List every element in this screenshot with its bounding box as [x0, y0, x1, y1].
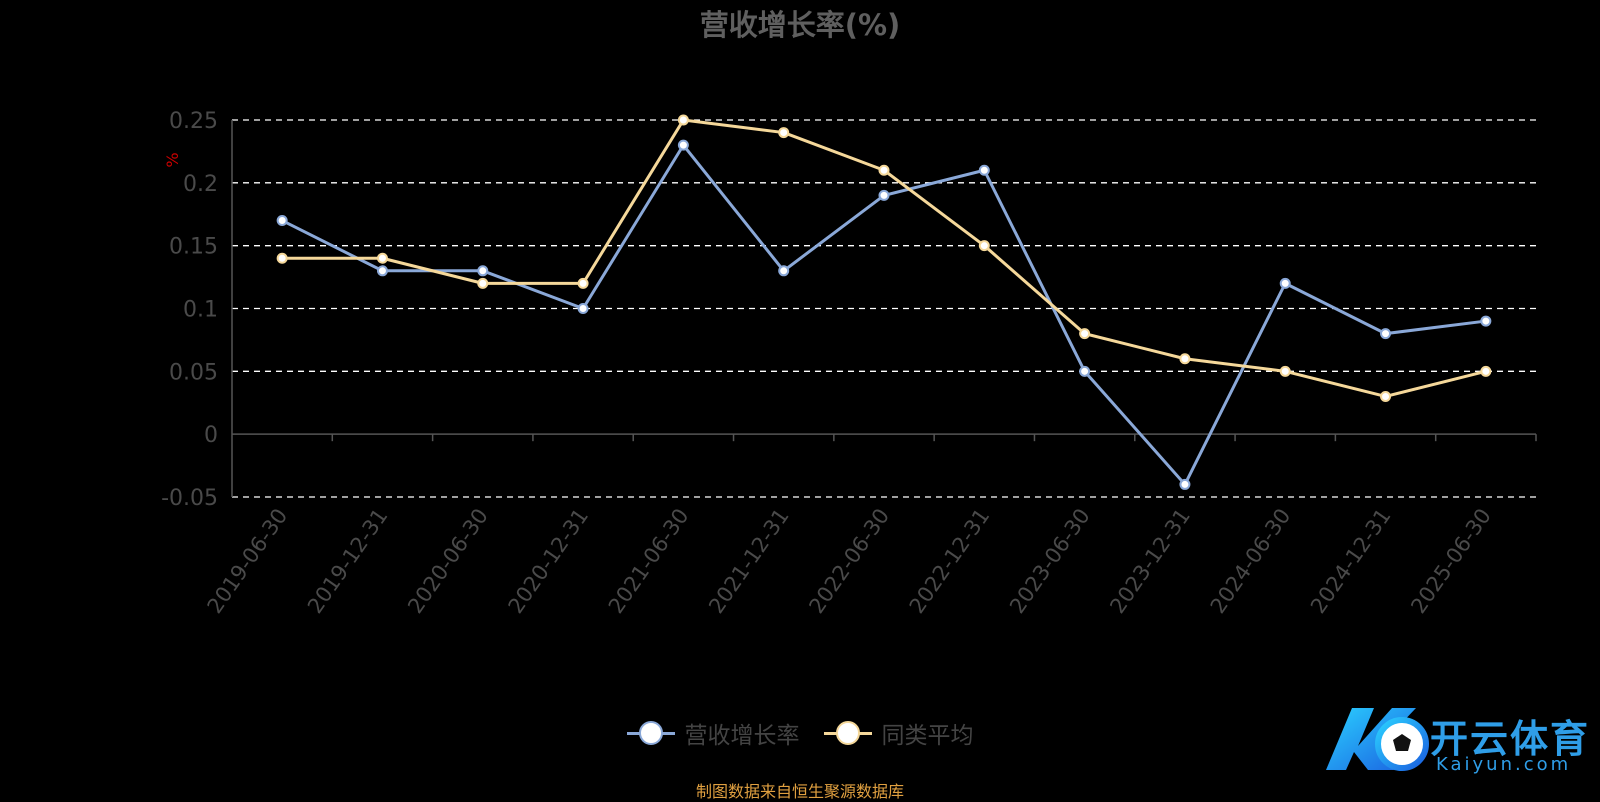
x-tick-label: 2022-06-30: [804, 504, 894, 618]
x-tick-label: 2019-06-30: [203, 504, 293, 618]
data-point: [677, 139, 689, 151]
legend-item-series-2[interactable]: 同类平均: [823, 716, 974, 750]
y-tick-label: 0.25: [169, 109, 218, 134]
series-line-2: [282, 118, 1487, 398]
data-point: [376, 252, 388, 264]
data-point: [978, 164, 990, 176]
legend-label-series-1: 营收增长率: [684, 723, 800, 749]
x-tick-label: 2021-06-30: [604, 504, 694, 618]
x-tick-label: 2022-12-31: [905, 504, 995, 618]
data-point: [276, 215, 288, 227]
data-point: [778, 265, 790, 277]
data-point: [376, 265, 388, 277]
x-tick-label: 2023-12-31: [1105, 504, 1195, 618]
y-tick-label: -0.05: [161, 486, 218, 511]
x-tick-label: 2024-12-31: [1306, 504, 1396, 618]
y-tick-label: 0.1: [183, 298, 218, 323]
x-tick-label: 2023-06-30: [1005, 504, 1095, 618]
legend-label-series-2: 同类平均: [881, 723, 974, 749]
data-point: [1380, 390, 1392, 402]
legend-swatch-series-2: [823, 721, 872, 745]
source-note: 制图数据来自恒生聚源数据库: [695, 782, 904, 801]
chart-title: 营收增长率(%): [699, 8, 901, 42]
x-tick-label: 2020-12-31: [504, 504, 594, 618]
kaiyun-logo-icon: [1326, 708, 1429, 771]
x-tick-label: 2021-12-31: [704, 504, 794, 618]
logo-subtext: Kaiyun.com: [1436, 754, 1572, 775]
x-tick-label: 2024-06-30: [1206, 504, 1296, 618]
y-axis-label: %: [163, 152, 182, 167]
data-point: [1079, 365, 1091, 377]
data-point: [1480, 315, 1492, 327]
data-point: [1079, 328, 1091, 340]
y-tick-label: 0: [204, 423, 218, 448]
x-tick-label: 2019-12-31: [303, 504, 393, 618]
data-point: [577, 277, 589, 289]
data-point: [778, 127, 790, 139]
x-tick-label: 2020-06-30: [403, 504, 493, 618]
logo-text: 开云体育: [1430, 717, 1591, 761]
data-point: [1279, 365, 1291, 377]
data-point: [577, 303, 589, 314]
y-tick-label: 0.05: [169, 360, 218, 385]
data-point: [477, 265, 489, 277]
chart-legend: 营收增长率 同类平均: [0, 716, 1600, 750]
data-point: [1480, 365, 1492, 377]
data-point: [1179, 478, 1191, 490]
x-tick-label: 2025-06-30: [1406, 504, 1496, 618]
y-tick-label: 0.15: [169, 235, 218, 260]
data-point: [477, 277, 489, 289]
y-tick-label: 0.2: [183, 172, 218, 197]
data-point: [878, 189, 890, 201]
data-point: [276, 252, 288, 264]
data-point: [1279, 277, 1291, 289]
data-point: [677, 114, 689, 126]
legend-swatch-series-1: [626, 721, 675, 745]
data-point: [1179, 353, 1191, 365]
legend-item-series-1[interactable]: 营收增长率: [626, 716, 800, 750]
data-point: [878, 164, 890, 176]
data-point: [1380, 328, 1392, 340]
data-point: [978, 240, 990, 252]
